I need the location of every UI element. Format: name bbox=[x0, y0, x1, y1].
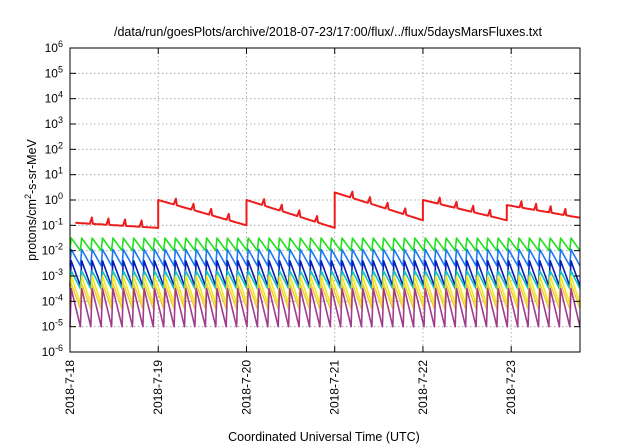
y-tick-label-exp: 6 bbox=[58, 39, 63, 49]
y-axis-label-sup: 2 bbox=[23, 194, 33, 199]
y-tick-label: 102 bbox=[45, 140, 63, 156]
y-tick-label-base: 10 bbox=[45, 41, 59, 55]
y-tick-label: 106 bbox=[45, 39, 63, 55]
x-tick-label: 2018-7-21 bbox=[328, 360, 342, 415]
y-tick-label: 10-4 bbox=[42, 292, 63, 308]
y-tick-label-exp: 2 bbox=[58, 140, 63, 150]
y-tick-label-base: 10 bbox=[45, 142, 59, 156]
y-tick-label-base: 10 bbox=[45, 66, 59, 80]
x-tick-label: 2018-7-22 bbox=[416, 360, 430, 415]
y-tick-label-exp: 3 bbox=[58, 115, 63, 125]
y-tick-label-base: 10 bbox=[42, 218, 56, 232]
y-axis-label-main: protons/cm bbox=[25, 199, 39, 261]
x-tick-label: 2018-7-23 bbox=[504, 360, 518, 415]
plot-frame bbox=[69, 47, 581, 353]
series-line-3 bbox=[69, 248, 581, 267]
y-tick-label: 10-1 bbox=[42, 216, 63, 232]
y-tick-labels: 10610510410310210110010-110-210-310-410-… bbox=[42, 39, 63, 359]
series-lines bbox=[69, 190, 581, 328]
series-line-8 bbox=[69, 287, 581, 328]
y-tick-label-exp: -3 bbox=[55, 267, 63, 277]
y-tick-label-base: 10 bbox=[45, 193, 59, 207]
y-tick-label: 103 bbox=[45, 115, 63, 131]
y-axis-label: protons/cm2-s-sr-MeV bbox=[23, 138, 39, 260]
x-tick-label: 2018-7-19 bbox=[151, 360, 165, 415]
y-tick-label-exp: -5 bbox=[55, 318, 63, 328]
x-axis-label: Coordinated Universal Time (UTC) bbox=[228, 430, 420, 444]
y-tick-label-base: 10 bbox=[42, 320, 56, 334]
y-tick-label-base: 10 bbox=[42, 294, 56, 308]
y-tick-label-base: 10 bbox=[42, 269, 56, 283]
y-tick-label: 10-2 bbox=[42, 242, 63, 258]
x-tick-labels: 2018-7-18 2018-7-19 2018-7-20 2018-7-21 2018… bbox=[63, 360, 518, 415]
y-tick-label-base: 10 bbox=[45, 117, 59, 131]
y-tick-label-base: 10 bbox=[45, 92, 59, 106]
y-tick-label-base: 10 bbox=[42, 244, 56, 258]
y-tick-label: 10-3 bbox=[42, 267, 63, 283]
y-tick-label: 100 bbox=[45, 191, 63, 207]
series-line-2 bbox=[69, 237, 581, 252]
x-tick-label: 2018-7-18 bbox=[63, 360, 77, 415]
y-tick-label-exp: -6 bbox=[55, 343, 63, 353]
chart-title: /data/run/goesPlots/archive/2018-07-23/1… bbox=[114, 25, 543, 39]
x-tick-label: 2018-7-20 bbox=[239, 360, 253, 415]
y-tick-label: 10-5 bbox=[42, 318, 63, 334]
y-tick-label-base: 10 bbox=[42, 345, 56, 359]
y-tick-label: 10-6 bbox=[42, 343, 63, 359]
y-tick-label-exp: -2 bbox=[55, 242, 63, 252]
y-tick-label-exp: 4 bbox=[58, 90, 63, 100]
y-tick-label-base: 10 bbox=[45, 168, 59, 182]
y-tick-label-exp: 0 bbox=[58, 191, 63, 201]
y-tick-label-exp: 1 bbox=[58, 166, 63, 176]
y-tick-label-exp: -1 bbox=[55, 216, 63, 226]
y-tick-label: 104 bbox=[45, 90, 63, 106]
y-tick-label: 105 bbox=[45, 64, 63, 80]
y-tick-label: 101 bbox=[45, 166, 63, 182]
y-axis-label-rest: -s-sr-MeV bbox=[25, 138, 39, 194]
y-tick-label-exp: -4 bbox=[55, 292, 63, 302]
y-tick-label-exp: 5 bbox=[58, 64, 63, 74]
series-line-1 bbox=[75, 190, 581, 229]
